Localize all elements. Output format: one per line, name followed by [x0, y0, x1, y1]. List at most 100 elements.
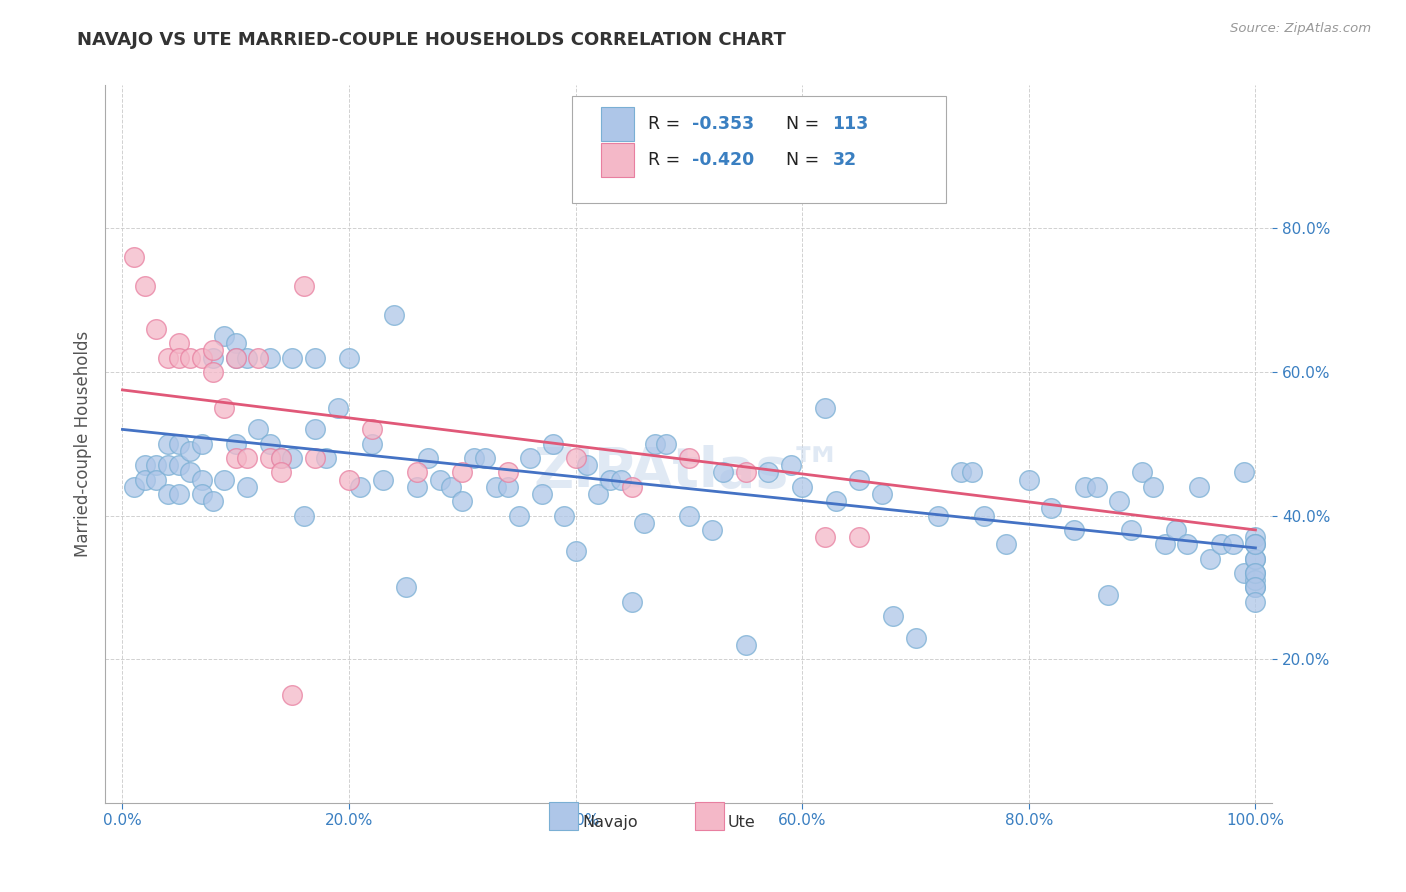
Point [995, 537, 1018, 551]
Point [247, 351, 270, 365]
Point [371, 473, 394, 487]
Point [530, 487, 553, 501]
Text: 113: 113 [832, 115, 869, 133]
Point [167, 336, 190, 351]
Text: Source: ZipAtlas.com: Source: ZipAtlas.com [1230, 22, 1371, 36]
Text: ZIPAtlas™: ZIPAtlas™ [533, 445, 845, 500]
Point [304, 422, 326, 436]
Point [270, 451, 292, 466]
Point [202, 343, 225, 358]
Point [214, 473, 236, 487]
Point [236, 480, 259, 494]
Point [575, 458, 598, 473]
Text: -0.353: -0.353 [692, 115, 755, 133]
Point [190, 436, 212, 450]
Point [156, 458, 179, 473]
Point [1244, 537, 1267, 551]
Point [655, 436, 678, 450]
Point [792, 480, 814, 494]
Point [337, 473, 360, 487]
Point [214, 401, 236, 415]
Point [145, 322, 167, 336]
Point [304, 451, 326, 466]
Point [451, 466, 474, 480]
Point [1244, 551, 1267, 566]
Text: R =: R = [648, 115, 686, 133]
Point [134, 473, 156, 487]
Point [633, 516, 655, 530]
Point [360, 422, 382, 436]
Point [496, 480, 519, 494]
Point [281, 451, 304, 466]
Point [304, 351, 326, 365]
FancyBboxPatch shape [572, 95, 946, 203]
Point [451, 494, 474, 508]
Point [1018, 473, 1040, 487]
Point [870, 487, 893, 501]
Point [474, 451, 496, 466]
Point [814, 401, 837, 415]
Point [756, 466, 779, 480]
Point [122, 250, 145, 264]
Point [406, 480, 429, 494]
Point [236, 451, 259, 466]
Point [1244, 566, 1267, 580]
Point [610, 473, 633, 487]
Point [145, 473, 167, 487]
Point [1097, 588, 1119, 602]
Point [281, 351, 304, 365]
Bar [602, 107, 634, 142]
Point [599, 473, 621, 487]
Point [508, 508, 530, 523]
Point [270, 466, 292, 480]
Point [179, 444, 201, 458]
Point [848, 530, 870, 544]
Point [1244, 581, 1267, 595]
Point [1040, 501, 1063, 516]
Point [553, 508, 575, 523]
Point [167, 487, 190, 501]
Point [621, 480, 644, 494]
Point [156, 487, 179, 501]
Point [225, 351, 247, 365]
Point [326, 401, 349, 415]
Point [1119, 523, 1142, 537]
Point [927, 508, 949, 523]
Bar [695, 802, 724, 830]
Point [202, 494, 225, 508]
Point [236, 351, 259, 365]
Point [190, 351, 212, 365]
Point [134, 278, 156, 293]
Point [1063, 523, 1085, 537]
Point [700, 523, 723, 537]
Point [564, 544, 586, 558]
Point [1085, 480, 1108, 494]
Point [1142, 480, 1164, 494]
Point [1130, 466, 1153, 480]
Point [1108, 494, 1130, 508]
Point [440, 480, 463, 494]
Point [214, 329, 236, 343]
Point [949, 466, 972, 480]
Point [904, 631, 927, 645]
Bar [548, 802, 578, 830]
Point [1244, 537, 1267, 551]
Y-axis label: Married-couple Households: Married-couple Households [73, 331, 91, 557]
Point [1244, 573, 1267, 587]
Bar [602, 143, 634, 178]
Point [337, 351, 360, 365]
Point [190, 473, 212, 487]
Point [1153, 537, 1175, 551]
Point [202, 365, 225, 379]
Point [145, 458, 167, 473]
Point [678, 508, 700, 523]
Point [1166, 523, 1188, 537]
Point [281, 688, 304, 702]
Point [780, 458, 803, 473]
Point [1074, 480, 1097, 494]
Text: 32: 32 [832, 151, 856, 169]
Text: N =: N = [786, 115, 824, 133]
Point [395, 581, 418, 595]
Point [960, 466, 983, 480]
Point [678, 451, 700, 466]
